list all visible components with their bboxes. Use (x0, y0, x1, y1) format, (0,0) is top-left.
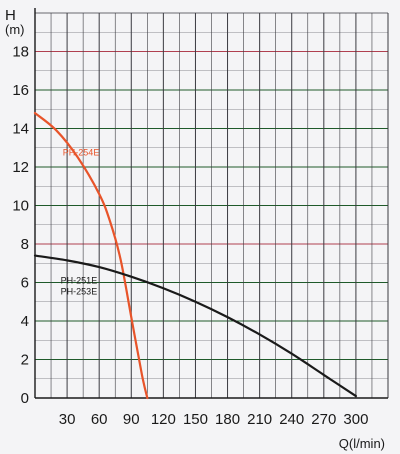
x-tick-label: 120 (151, 411, 176, 428)
grid (35, 12, 389, 398)
x-tick-label: 270 (311, 411, 336, 428)
x-tick-label: 180 (215, 411, 240, 428)
series-label-2: PH-251E (61, 275, 98, 285)
axes (34, 8, 388, 399)
x-tick-label: 150 (183, 411, 208, 428)
x-tick-label: 300 (343, 411, 368, 428)
x-tick-label: 30 (59, 411, 76, 428)
series-line-2 (33, 254, 358, 398)
series-line-1 (33, 112, 149, 400)
tick-labels: 0 2 4 6 8 10 12 14 16 18 30 60 90 120 150 180 210 240 270 3… (12, 44, 368, 429)
x-tick-label: 60 (91, 411, 108, 428)
series-label-2: PH-253E (61, 286, 98, 296)
y-tick-label: 2 (21, 352, 29, 369)
series (33, 112, 358, 400)
y-tick-label: 10 (12, 198, 29, 215)
y-tick-label: 12 (12, 159, 29, 176)
x-tick-label: 240 (279, 411, 304, 428)
x-tick-label: 90 (123, 411, 140, 428)
x-tick-label: 210 (247, 411, 272, 428)
y-tick-label: 8 (21, 236, 29, 253)
y-axis-unit: (m) (5, 22, 25, 37)
y-tick-label: 14 (12, 121, 29, 138)
y-tick-label: 4 (21, 313, 29, 330)
y-tick-label: 6 (21, 275, 29, 292)
y-tick-label: 0 (21, 390, 29, 407)
y-tick-label: 18 (12, 44, 29, 61)
x-axis-label: Q(l/min) (339, 436, 385, 451)
y-axis-label: H (5, 7, 16, 24)
series-label-1: PH-254E (63, 147, 100, 157)
y-tick-label: 16 (12, 82, 29, 99)
